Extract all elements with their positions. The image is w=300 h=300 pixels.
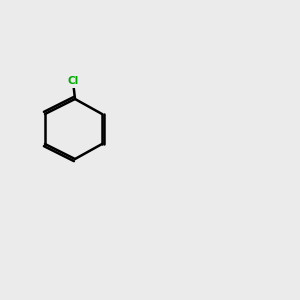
Text: Cl: Cl bbox=[68, 76, 79, 86]
